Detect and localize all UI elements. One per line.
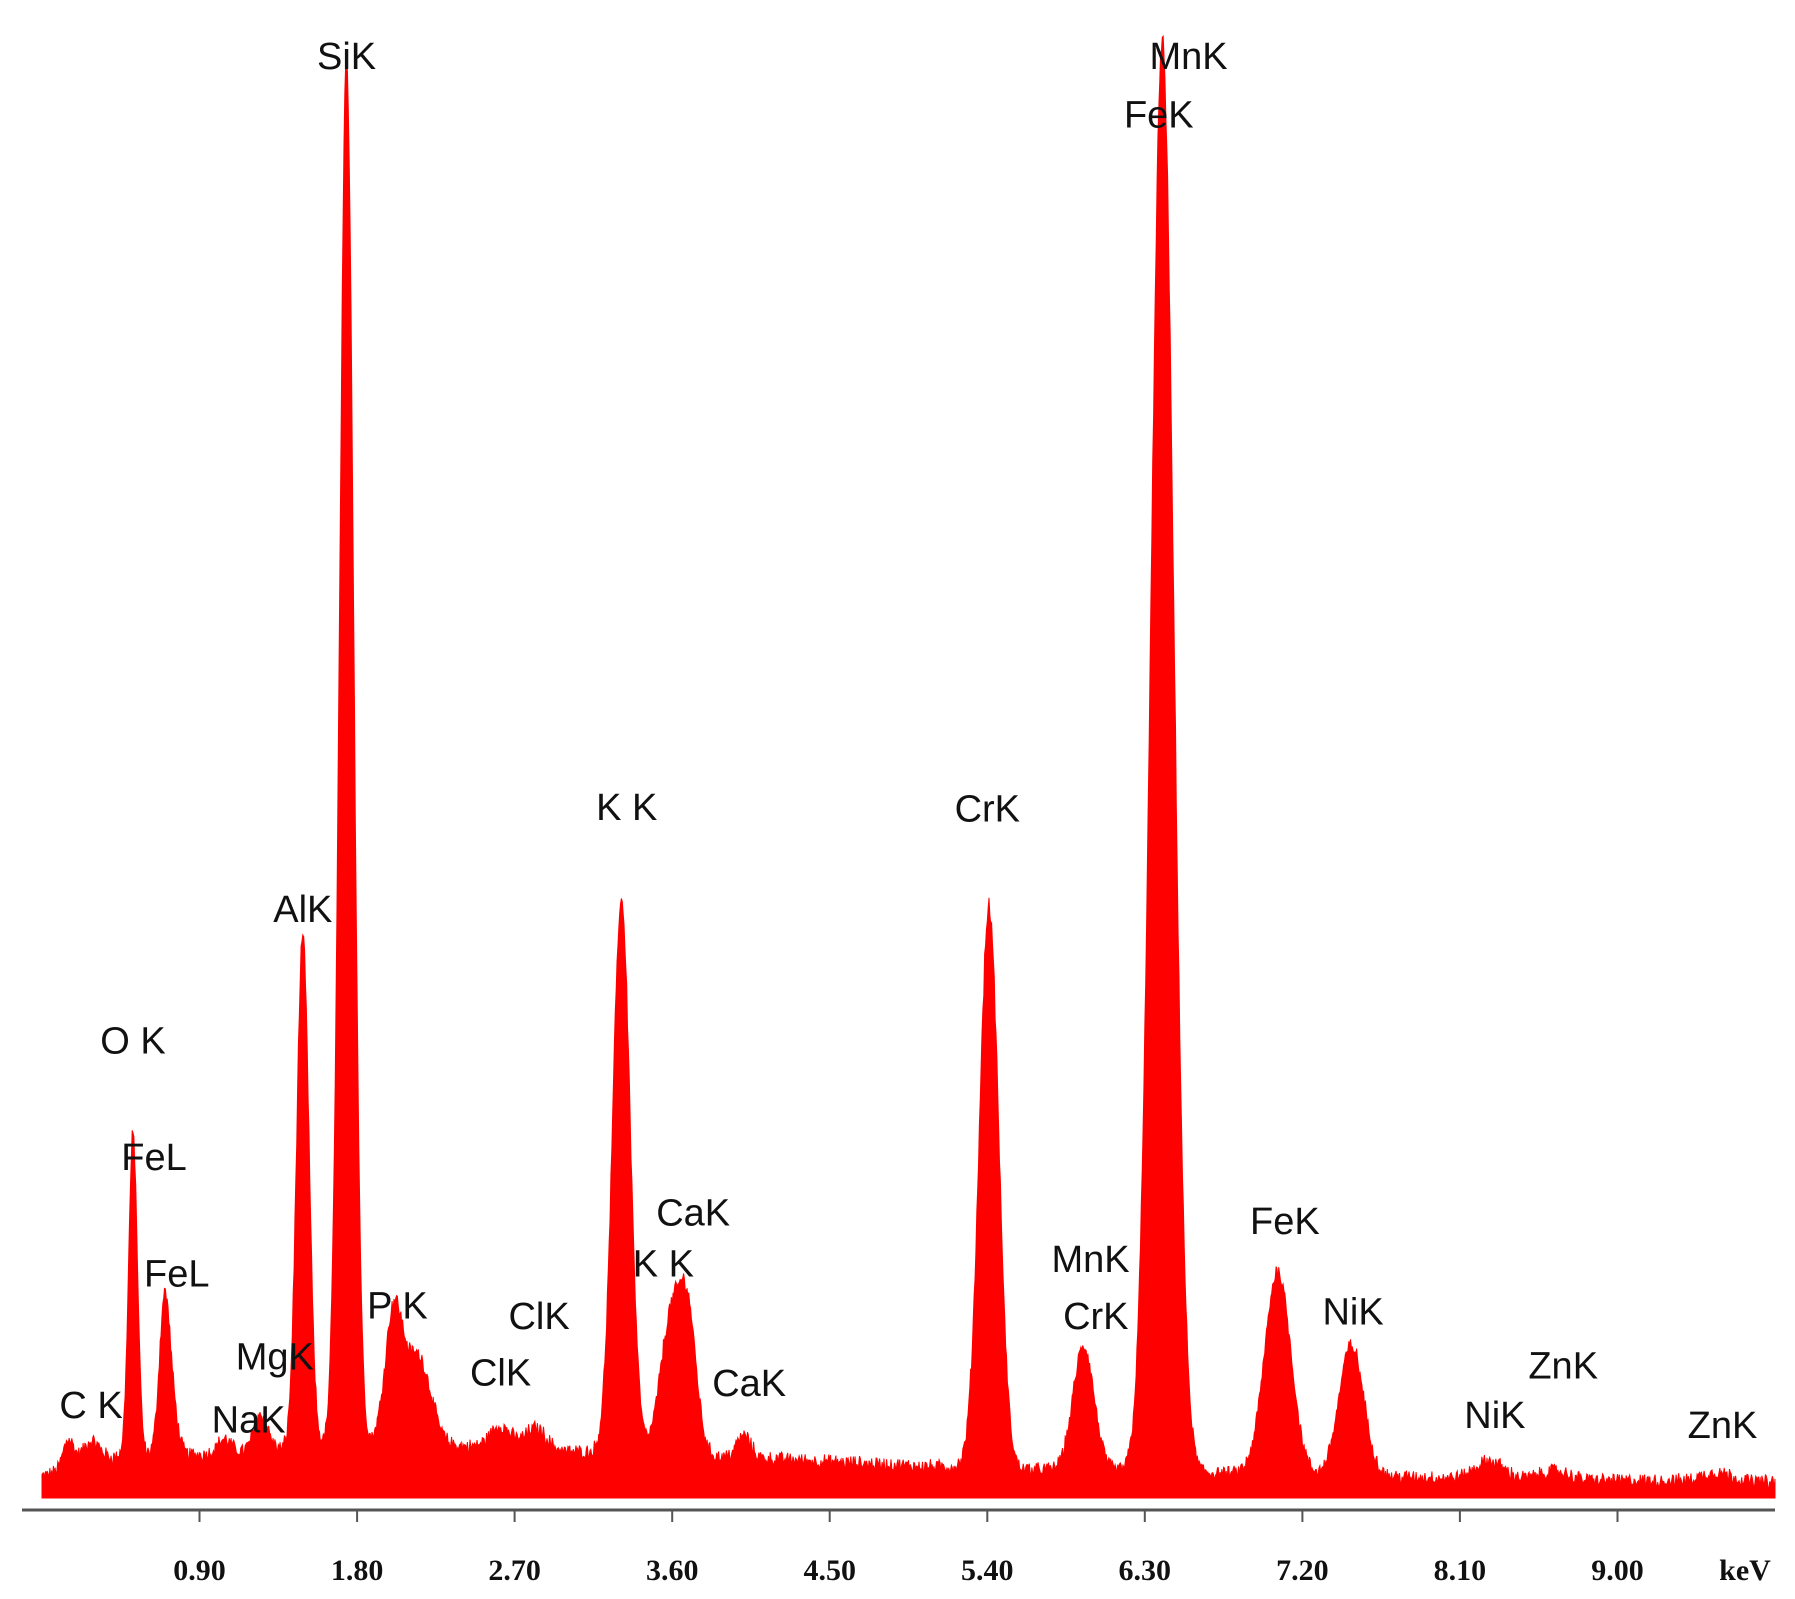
peak-label: FeK — [1124, 95, 1194, 137]
peak-label: FeK — [1250, 1201, 1320, 1243]
peak-label: MgK — [236, 1337, 314, 1379]
x-tick-label: 1.80 — [331, 1554, 384, 1587]
x-tick-label: 7.20 — [1276, 1554, 1329, 1587]
peak-label: K K — [596, 787, 657, 829]
x-tick-label: 0.90 — [173, 1554, 226, 1587]
spectrum-area — [41, 34, 1776, 1499]
peak-label: AlK — [273, 889, 332, 931]
peak-label: P K — [367, 1286, 428, 1328]
x-tick-label: 4.50 — [803, 1554, 856, 1587]
peak-label: NiK — [1464, 1395, 1525, 1437]
x-axis-ticks: 0.90 1.80 2.70 3.60 4.50 5.40 6.30 7.20 8.10 9.00 — [173, 1510, 1644, 1587]
x-tick-label: 2.70 — [488, 1554, 541, 1587]
x-axis-unit-label: keV — [1719, 1554, 1771, 1587]
peak-label: MnK — [1150, 36, 1228, 78]
peak-label: ClK — [508, 1296, 569, 1338]
peak-labels: C K O K FeL FeL NaK MgK AlK SiK P K ClK ClK K K CaK K… — [59, 36, 1757, 1447]
peak-label: MnK — [1052, 1239, 1130, 1281]
peak-label: CrK — [955, 789, 1020, 831]
peak-label: C K — [59, 1385, 122, 1427]
peak-label: CaK — [656, 1192, 730, 1234]
peak-label: ClK — [470, 1353, 531, 1395]
spectrum-layer — [41, 34, 1776, 1499]
x-tick-label: 5.40 — [961, 1554, 1014, 1587]
peak-label: NaK — [212, 1399, 286, 1441]
peak-label: O K — [100, 1020, 165, 1062]
x-tick-label: 3.60 — [646, 1554, 699, 1587]
peak-label: CrK — [1063, 1296, 1128, 1338]
peak-label: NiK — [1322, 1292, 1383, 1334]
x-tick-label: 8.10 — [1434, 1554, 1487, 1587]
peak-label: CaK — [712, 1363, 786, 1405]
peak-label: FeL — [121, 1137, 186, 1179]
peak-label: K K — [633, 1243, 694, 1285]
x-tick-label: 6.30 — [1119, 1554, 1172, 1587]
peak-label: FeL — [144, 1254, 209, 1296]
x-tick-label: 9.00 — [1591, 1554, 1644, 1587]
peak-label: SiK — [317, 36, 376, 78]
peak-label: ZnK — [1688, 1405, 1758, 1447]
peak-label: ZnK — [1528, 1345, 1598, 1387]
